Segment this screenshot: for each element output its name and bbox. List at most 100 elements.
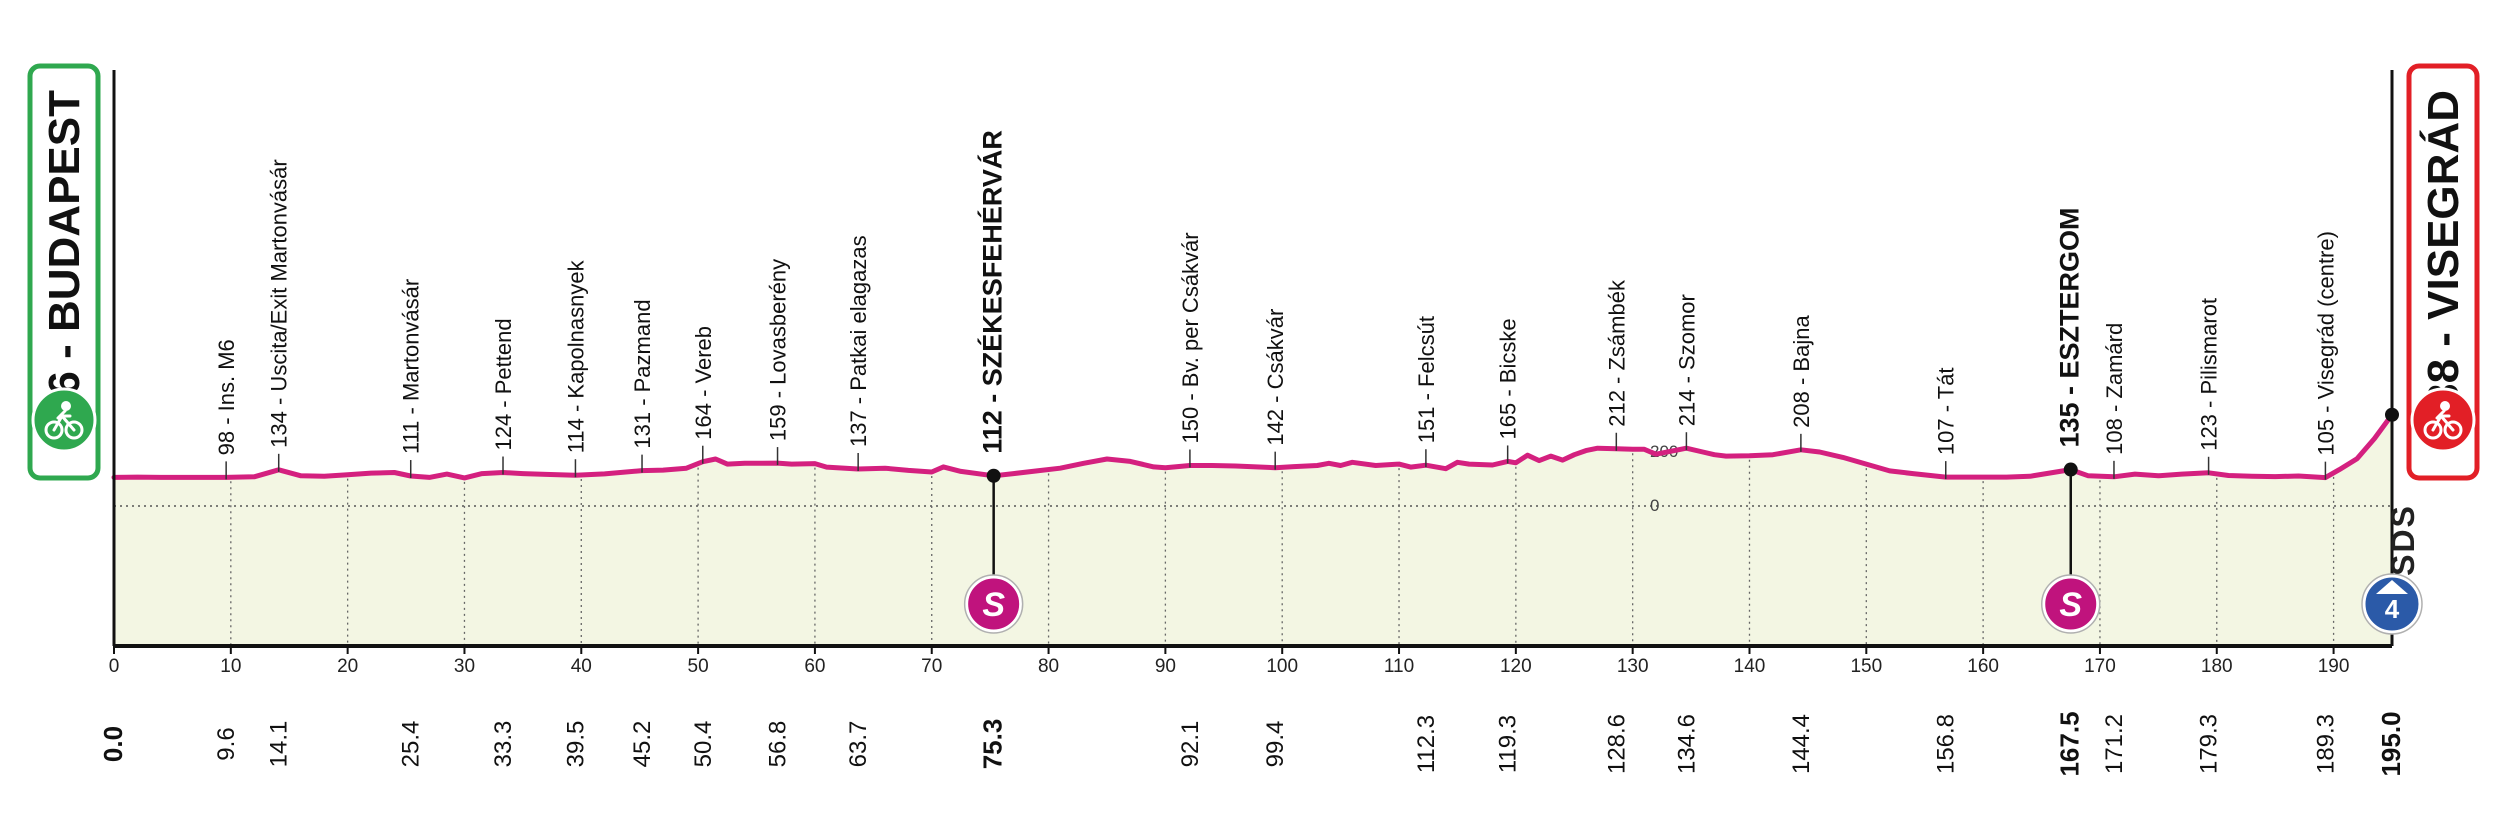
km-label: 144.4 [1788,714,1815,774]
start-icon-wheel-rear [44,420,64,440]
climb-badge-peak [2376,580,2408,594]
start-icon-wheel-front [64,420,84,440]
sprint-badge-ring [2040,574,2101,634]
x-tick-label: 160 [1967,656,1999,677]
climb-badge-circle [2362,574,2422,634]
x-tick-label: 70 [921,656,942,677]
badge-layer: S S 4 SDS [963,504,2423,635]
profile-area [114,414,2392,646]
km-label: 92.1 [1177,721,1204,768]
km-label: 63.7 [845,721,872,768]
x-tick-label: 90 [1155,656,1176,677]
finish-box: 338 - VISEGRÁD [2406,63,2480,481]
sprint-badge-ring [963,574,1024,634]
waypoint-label: 112 - SZÉKESFEHÉRVÁR [977,130,1008,454]
sprint-badge-circle [965,575,1023,633]
start-icon-rider-body [56,409,67,420]
x-axis-layer: 0 10 20 30 40 50 60 70 80 90 100 110 120 130 140 150 160… [98,70,2406,777]
km-label-start: 0.0 [98,726,128,762]
waypoint-label: 124 - Pettend [491,318,516,450]
x-tick-label: 130 [1617,656,1649,677]
x-tick-label: 180 [2201,656,2233,677]
x-tick-label: 30 [454,656,475,677]
start-box-frame [27,63,101,481]
finish-icon-wheel-rear [2423,420,2443,440]
sprint-badge-label: S [982,586,1005,624]
x-tick-label: 50 [688,656,709,677]
km-label: 14.1 [266,721,293,768]
km-label: 134.6 [1673,714,1700,774]
km-label: 25.4 [398,721,425,768]
finish-icon-wheel-front [2443,420,2463,440]
profile-line-layer [111,412,2395,481]
finish-box-frame [2406,63,2480,481]
climb-badge-ring [2361,573,2423,635]
start-icon-rider-head [61,401,71,411]
sprint-icon: S [963,574,1024,634]
x-tick-label: 120 [1500,656,1532,677]
km-label: 128.6 [1603,714,1630,774]
waypoint-label: 131 - Pazmand [630,299,655,448]
x-tick-label: 20 [337,656,358,677]
km-label: 171.2 [2101,714,2128,774]
km-label-finish: 195.0 [2376,711,2406,776]
km-label: 75.3 [978,719,1008,770]
finish-box-label: 338 - VISEGRÁD [2418,90,2468,432]
sprint-icon: S [2040,574,2101,634]
waypoint-label: 134 - Uscita/Exit Martonvásár [267,159,292,448]
x-tick-label: 190 [2318,656,2350,677]
waypoint-label: 114 - Kapolnasnyek [563,259,588,453]
x-tick-label: 60 [804,656,825,677]
start-box-label: 106 - BUDAPEST [40,90,89,445]
x-tick-label: 100 [1266,656,1298,677]
km-label: 112.3 [1413,715,1440,773]
waypoint-layer: 98 - Ins. M6 134 - Uscita/Exit Martonvásá… [214,130,2338,590]
km-label: 179.3 [2196,714,2223,774]
waypoint-label: 123 - Pilismarot [2197,298,2222,451]
waypoint-label: 105 - Visegrád (centre) [2313,231,2338,456]
profile-line [111,412,2395,481]
waypoint-label: 159 - Lovasberény [766,259,791,441]
km-label: 156.8 [1933,714,1960,774]
city-marker-dot [986,468,1001,483]
km-label: 39.5 [562,721,589,768]
profile-fill-layer [114,414,2392,646]
km-label: 99.4 [1262,721,1289,768]
climb-category-icon: 4 [2361,573,2423,635]
waypoint-label: 137 - Patkai elagazas [846,235,871,447]
km-label: 9.6 [213,727,240,760]
waypoint-label: 135 - ESZTERGOM [2055,208,2085,448]
x-tick-label: 150 [1850,656,1882,677]
finish-dot [2385,407,2399,422]
km-label: 119.3 [1495,715,1522,773]
waypoint-label: 98 - Ins. M6 [214,339,239,455]
finish-icon-rider-body [2435,409,2446,420]
waypoint-label: 108 - Zamárd [2102,323,2127,455]
x-tick-label: 80 [1038,656,1059,677]
sprint-badge-circle [2042,575,2100,633]
waypoint-label: 165 - Bicske [1496,318,1521,439]
x-tick-label: 170 [2084,656,2116,677]
x-tick-label: 110 [1384,656,1414,677]
waypoint-label: 111 - Martonvásár [399,279,424,454]
km-label: 45.2 [629,721,656,768]
x-tick-label: 140 [1734,656,1766,677]
sprint-badge-label: S [2059,586,2082,624]
x-tick-label: 0 [109,656,120,677]
km-label: 167.5 [2055,711,2085,776]
bicycle-start-icon [31,387,97,453]
city-marker-dot [2063,462,2078,477]
finish-icon-rider-head [2440,401,2450,411]
waypoint-label: 107 - Tát [1934,367,1959,455]
climb-badge-label: 4 [2385,594,2400,624]
grid-layer [114,453,2392,646]
waypoint-label: 150 - Bv. per Csákvár [1178,232,1203,443]
km-label: 33.3 [490,721,517,768]
waypoint-label: 151 - Felcsút [1414,316,1439,443]
x-tick-label: 10 [220,656,241,677]
km-label: 50.4 [690,721,717,768]
start-finish-layer: 106 - BUDAPEST 338 - VISEGRÁD [27,63,2480,481]
start-box: 106 - BUDAPEST [27,63,101,481]
